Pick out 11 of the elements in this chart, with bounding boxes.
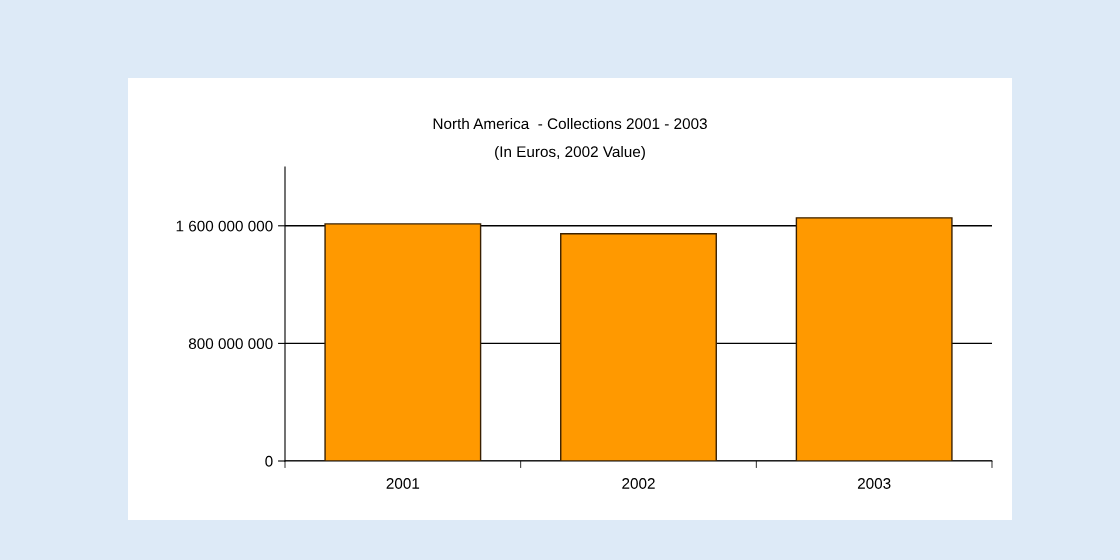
- y-tick-label: 0: [265, 455, 273, 467]
- x-tick-label: 2002: [622, 478, 655, 489]
- bar: [560, 233, 717, 461]
- y-tick-label: 800 000 000: [188, 338, 273, 350]
- bar: [795, 217, 953, 461]
- y-tick-label: 1 600 000 000: [176, 220, 273, 232]
- x-tick-label: 2003: [857, 478, 891, 489]
- x-tick-label: 2001: [386, 478, 420, 489]
- chart-title: North America - Collections 2001 - 2003: [433, 117, 707, 130]
- chart-subtitle: (In Euros, 2002 Value): [495, 145, 645, 161]
- bar: [324, 223, 482, 461]
